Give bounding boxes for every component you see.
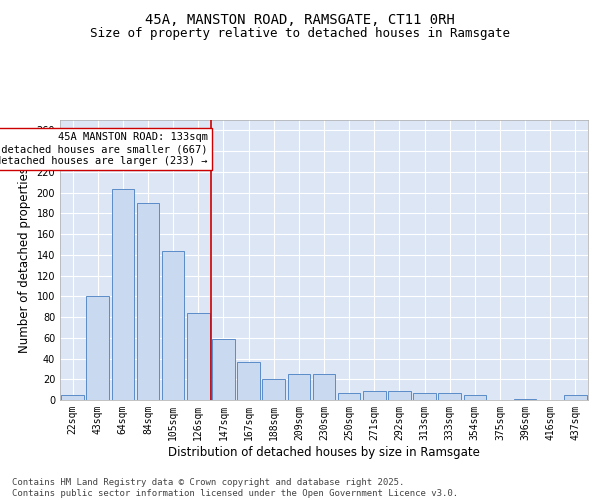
Bar — [514, 399, 536, 400]
Bar — [413, 392, 436, 400]
Text: 45A, MANSTON ROAD, RAMSGATE, CT11 0RH: 45A, MANSTON ROAD, RAMSGATE, CT11 0RH — [145, 12, 455, 26]
X-axis label: Distribution of detached houses by size in Ramsgate: Distribution of detached houses by size … — [168, 446, 480, 458]
Bar — [162, 250, 184, 400]
Bar — [112, 190, 134, 400]
Bar — [564, 395, 587, 400]
Bar — [388, 390, 411, 400]
Bar — [287, 374, 310, 400]
Bar — [262, 380, 285, 400]
Bar — [212, 339, 235, 400]
Bar — [61, 395, 84, 400]
Bar — [86, 296, 109, 400]
Text: Size of property relative to detached houses in Ramsgate: Size of property relative to detached ho… — [90, 28, 510, 40]
Bar — [137, 203, 160, 400]
Text: 45A MANSTON ROAD: 133sqm
← 74% of detached houses are smaller (667)
26% of semi-: 45A MANSTON ROAD: 133sqm ← 74% of detach… — [0, 132, 208, 166]
Y-axis label: Number of detached properties: Number of detached properties — [18, 167, 31, 353]
Bar — [313, 374, 335, 400]
Bar — [439, 392, 461, 400]
Bar — [464, 395, 486, 400]
Bar — [187, 313, 209, 400]
Bar — [338, 392, 361, 400]
Bar — [363, 390, 386, 400]
Text: Contains HM Land Registry data © Crown copyright and database right 2025.
Contai: Contains HM Land Registry data © Crown c… — [12, 478, 458, 498]
Bar — [237, 362, 260, 400]
